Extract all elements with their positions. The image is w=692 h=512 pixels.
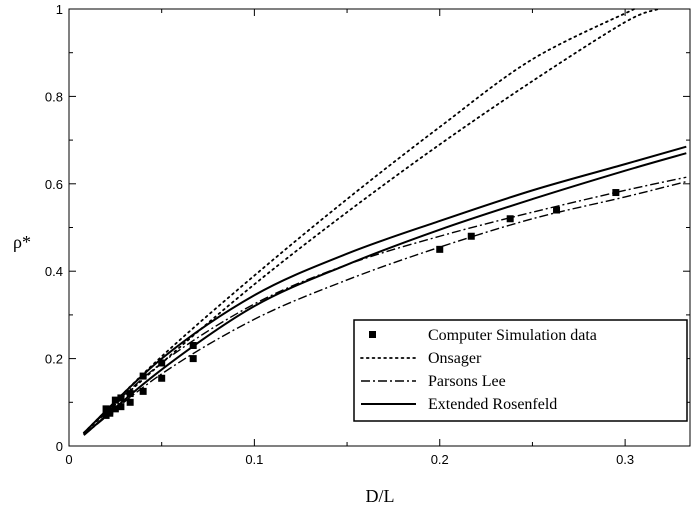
data-point-simulation (126, 398, 134, 406)
y-tick-label: 0.6 (45, 177, 63, 192)
x-axis-title: D/L (366, 486, 395, 506)
series-line-extended-rosenfeld-2 (83, 152, 687, 436)
series-line-onsager-2 (82, 8, 660, 434)
x-tick-label: 0.3 (616, 452, 634, 467)
x-tick-label: 0 (65, 452, 72, 467)
data-point-simulation (111, 396, 119, 404)
data-point-simulation (111, 405, 119, 413)
data-point-simulation (506, 215, 514, 223)
series-line-parsons-lee-2 (83, 180, 687, 436)
data-point-simulation (102, 405, 110, 413)
legend-label-onsager: Onsager (428, 350, 482, 367)
data-point-simulation (189, 341, 197, 349)
data-point-simulation (139, 372, 147, 380)
data-point-simulation (102, 411, 110, 419)
legend-label-rosenfeld: Extended Rosenfeld (428, 396, 557, 413)
x-axis-ticks: 0 0.1 0.2 0.3 (65, 9, 634, 467)
data-point-simulation (467, 232, 475, 240)
y-tick-label: 0.8 (45, 89, 63, 104)
legend-label-parsons-lee: Parsons Lee (428, 373, 506, 390)
data-point-simulation (436, 245, 444, 253)
y-tick-label: 1 (56, 2, 63, 17)
y-tick-label: 0.4 (45, 264, 63, 279)
data-point-simulation (158, 359, 166, 367)
legend-label-simulation: Computer Simulation data (428, 327, 597, 344)
series-line-extended-rosenfeld-1 (83, 145, 687, 434)
y-tick-label: 0.2 (45, 352, 63, 367)
y-axis-title: ρ* (13, 232, 31, 252)
data-point-simulation (117, 403, 125, 411)
legend: Computer Simulation data Onsager Parsons… (353, 319, 688, 422)
data-point-simulation (553, 206, 561, 214)
y-axis-ticks: 0 0.2 0.4 0.6 0.8 1 (45, 2, 690, 454)
data-point-simulation (158, 374, 166, 382)
x-tick-label: 0.1 (245, 452, 263, 467)
y-tick-label: 0 (56, 439, 63, 454)
data-point-simulation (189, 355, 197, 363)
data-point-simulation (117, 394, 125, 402)
chart-markers (102, 189, 620, 419)
data-point-simulation (139, 387, 147, 395)
x-tick-label: 0.2 (431, 452, 449, 467)
data-point-simulation (106, 407, 114, 415)
data-point-simulation (126, 390, 134, 398)
legend-marker-simulation (369, 331, 376, 338)
data-point-simulation (612, 189, 620, 197)
